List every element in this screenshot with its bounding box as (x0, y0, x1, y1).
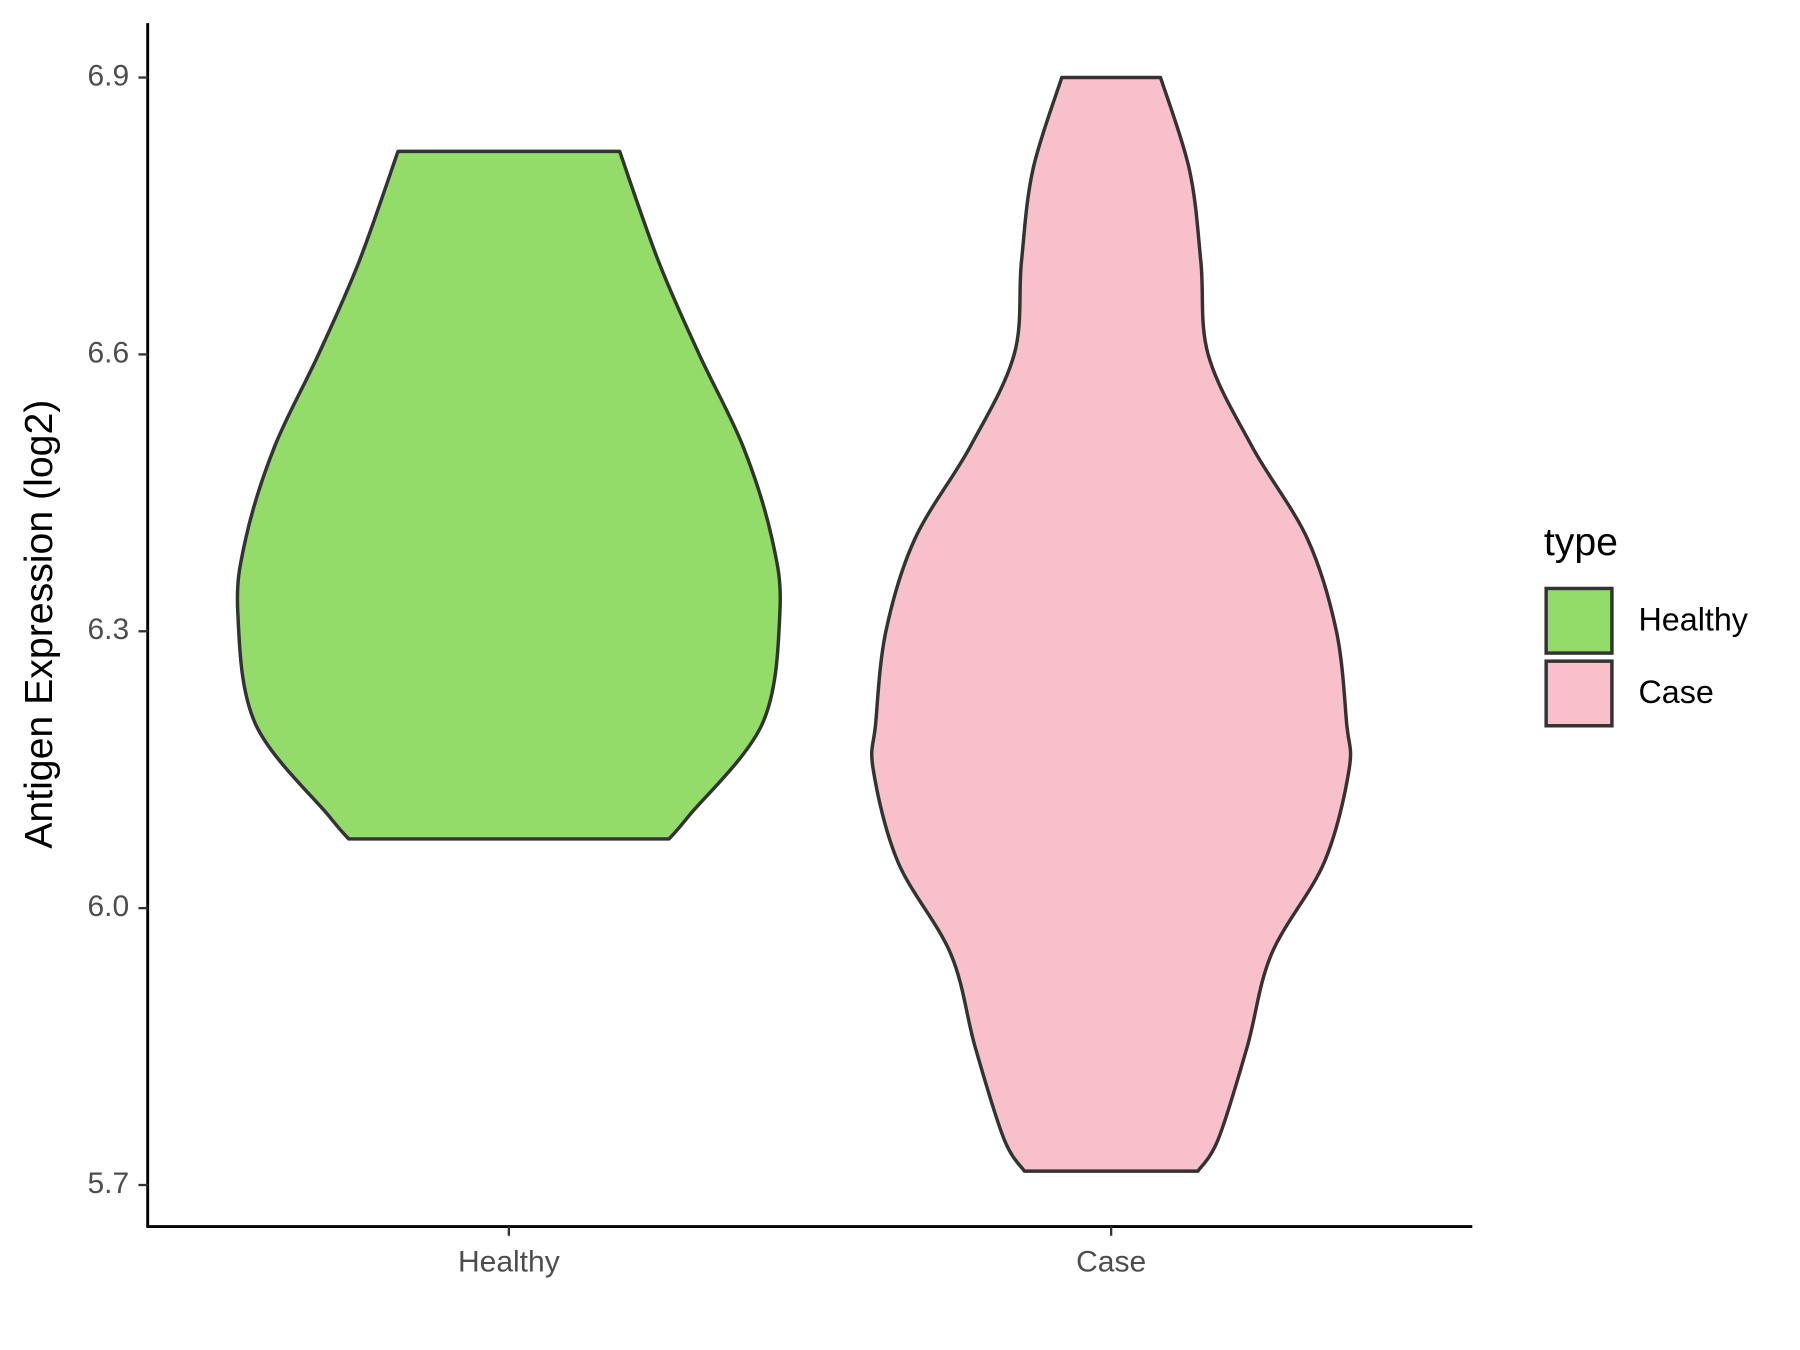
violin (235, 149, 782, 841)
y-tick-label: 6.9 (88, 59, 130, 92)
legend-label: Case (1638, 674, 1713, 710)
x-tick-label: Healthy (458, 1245, 560, 1278)
y-axis-title: Antigen Expression (log2) (17, 400, 61, 849)
y-tick-label: 6.3 (88, 613, 130, 646)
legend-label: Healthy (1638, 601, 1748, 637)
x-tick-label: Case (1076, 1245, 1146, 1278)
y-tick-label: 6.0 (88, 890, 130, 923)
y-tick-label: 5.7 (88, 1167, 130, 1200)
legend-title: type (1544, 520, 1618, 564)
legend-key (1544, 586, 1614, 655)
violin (870, 75, 1353, 1173)
y-tick-label: 6.6 (88, 336, 130, 369)
legend-key (1544, 659, 1614, 728)
